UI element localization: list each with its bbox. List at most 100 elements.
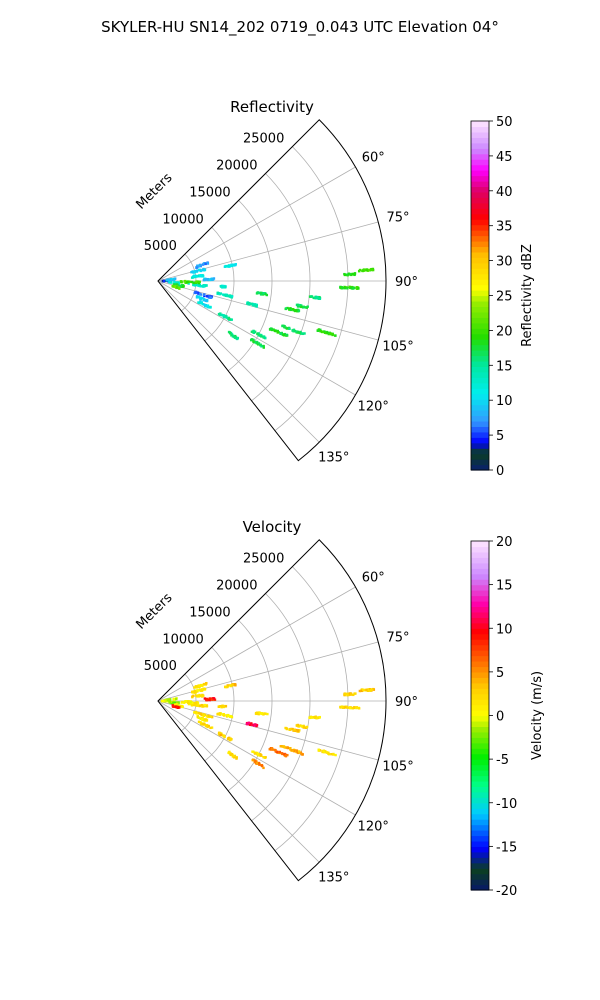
range-grid-arc [227, 620, 273, 792]
range-tick-label: 5000 [144, 659, 177, 674]
radar-gate [206, 714, 209, 718]
radar-gate [262, 346, 265, 349]
radar-gate [262, 766, 265, 770]
colorbar-segment [471, 650, 489, 657]
radar-gate [262, 344, 265, 348]
colorbar-segment [471, 426, 489, 433]
radar-gate [319, 330, 322, 333]
radar-gate [288, 327, 291, 330]
colorbar-segment [471, 355, 489, 362]
radar-gate [253, 330, 257, 333]
radar-gate [257, 711, 260, 714]
radar-gate [256, 753, 259, 756]
radar-gate [201, 284, 205, 288]
colorbar-segment [471, 808, 489, 815]
colorbar-segment [471, 366, 489, 373]
radar-gate [192, 283, 195, 287]
radar-gate [318, 715, 322, 719]
radar-gate [196, 690, 199, 693]
radar-gate [258, 333, 261, 336]
radar-gate [230, 753, 233, 756]
radar-gate [334, 753, 337, 757]
radar-gate [257, 332, 260, 335]
radar-gate [203, 303, 206, 306]
radar-gate [317, 297, 321, 300]
reflectivity-panel: Reflectivity 5000 10000 15000 20000 25000 Mete… [133, 98, 535, 479]
radar-gate [358, 689, 362, 693]
colorbar-segment [471, 720, 489, 728]
colorbar-segment [471, 546, 489, 553]
radar-gate [250, 302, 253, 305]
radar-gate [181, 285, 185, 288]
colorbar-segment [471, 448, 489, 455]
radar-gate [195, 275, 198, 278]
radar-gate [346, 692, 349, 696]
colorbar-segment [471, 295, 489, 302]
radar-gate [221, 293, 225, 296]
radar-gate [285, 327, 289, 330]
radar-gate [346, 694, 349, 697]
azimuth-tick-label: 105° [382, 339, 413, 354]
radar-gate [290, 749, 293, 752]
radar-gate [207, 714, 210, 717]
colorbar-segment [471, 813, 489, 820]
radar-gate [197, 265, 200, 268]
colorbar-segment [471, 824, 489, 831]
range-tick-label: 10000 [162, 632, 203, 647]
radar-gate [365, 268, 369, 271]
radar-gate [332, 752, 335, 756]
radar-gate [222, 713, 225, 716]
radar-gate [178, 704, 182, 708]
radar-gate [343, 273, 347, 277]
radar-gate [304, 306, 307, 309]
colorbar-label: Velocity (m/s) [530, 671, 545, 760]
radar-gate [352, 287, 355, 290]
radar-gate [223, 735, 226, 739]
radar-gate [189, 700, 192, 704]
colorbar-segment [471, 186, 489, 193]
radar-gate [193, 284, 197, 287]
radar-gate [362, 688, 365, 691]
radar-gate [230, 318, 234, 321]
radar-gate [317, 748, 320, 751]
radar-gate [350, 706, 353, 710]
radar-gate [191, 270, 194, 273]
colorbar-segment [471, 420, 489, 427]
colorbar-segment [471, 251, 489, 258]
colorbar-segment [471, 459, 489, 466]
radar-gate [350, 273, 353, 277]
colorbar-tick-label: -20 [496, 884, 517, 899]
radar-gate [343, 706, 347, 709]
radar-gate [262, 292, 265, 295]
colorbar-segment [471, 431, 489, 438]
radar-gate [164, 699, 167, 702]
radar-gate [345, 706, 349, 709]
radar-gate [224, 704, 228, 708]
radar-gate [203, 722, 206, 726]
radar-gate [206, 277, 209, 281]
radar-gate [170, 700, 173, 704]
radar-gate [235, 756, 238, 759]
radar-gate [246, 302, 250, 305]
colorbar-segment [471, 737, 489, 744]
radar-gate [231, 755, 235, 758]
radar-gate [192, 703, 195, 707]
radar-gate [178, 284, 181, 288]
colorbar-tick-label: 20 [496, 535, 513, 550]
radar-gate [200, 694, 203, 698]
colorbar-segment [471, 699, 489, 706]
colorbar-segment [471, 126, 489, 133]
radar-gate [264, 756, 267, 759]
figure-suptitle: SKYLER-HU SN14_202 0719_0.043 UTC Elevat… [101, 18, 499, 37]
colorbar-segment [471, 579, 489, 586]
radar-gate [197, 295, 200, 299]
radar-gate [220, 313, 224, 317]
radar-gate [200, 684, 204, 687]
radar-gate [225, 294, 228, 297]
radar-gate [292, 308, 295, 311]
radar-gate [180, 701, 183, 704]
colorbar-segment [471, 742, 489, 749]
colorbar-segment [471, 840, 489, 847]
radar-gate [187, 282, 190, 285]
radar-gate [192, 281, 195, 284]
